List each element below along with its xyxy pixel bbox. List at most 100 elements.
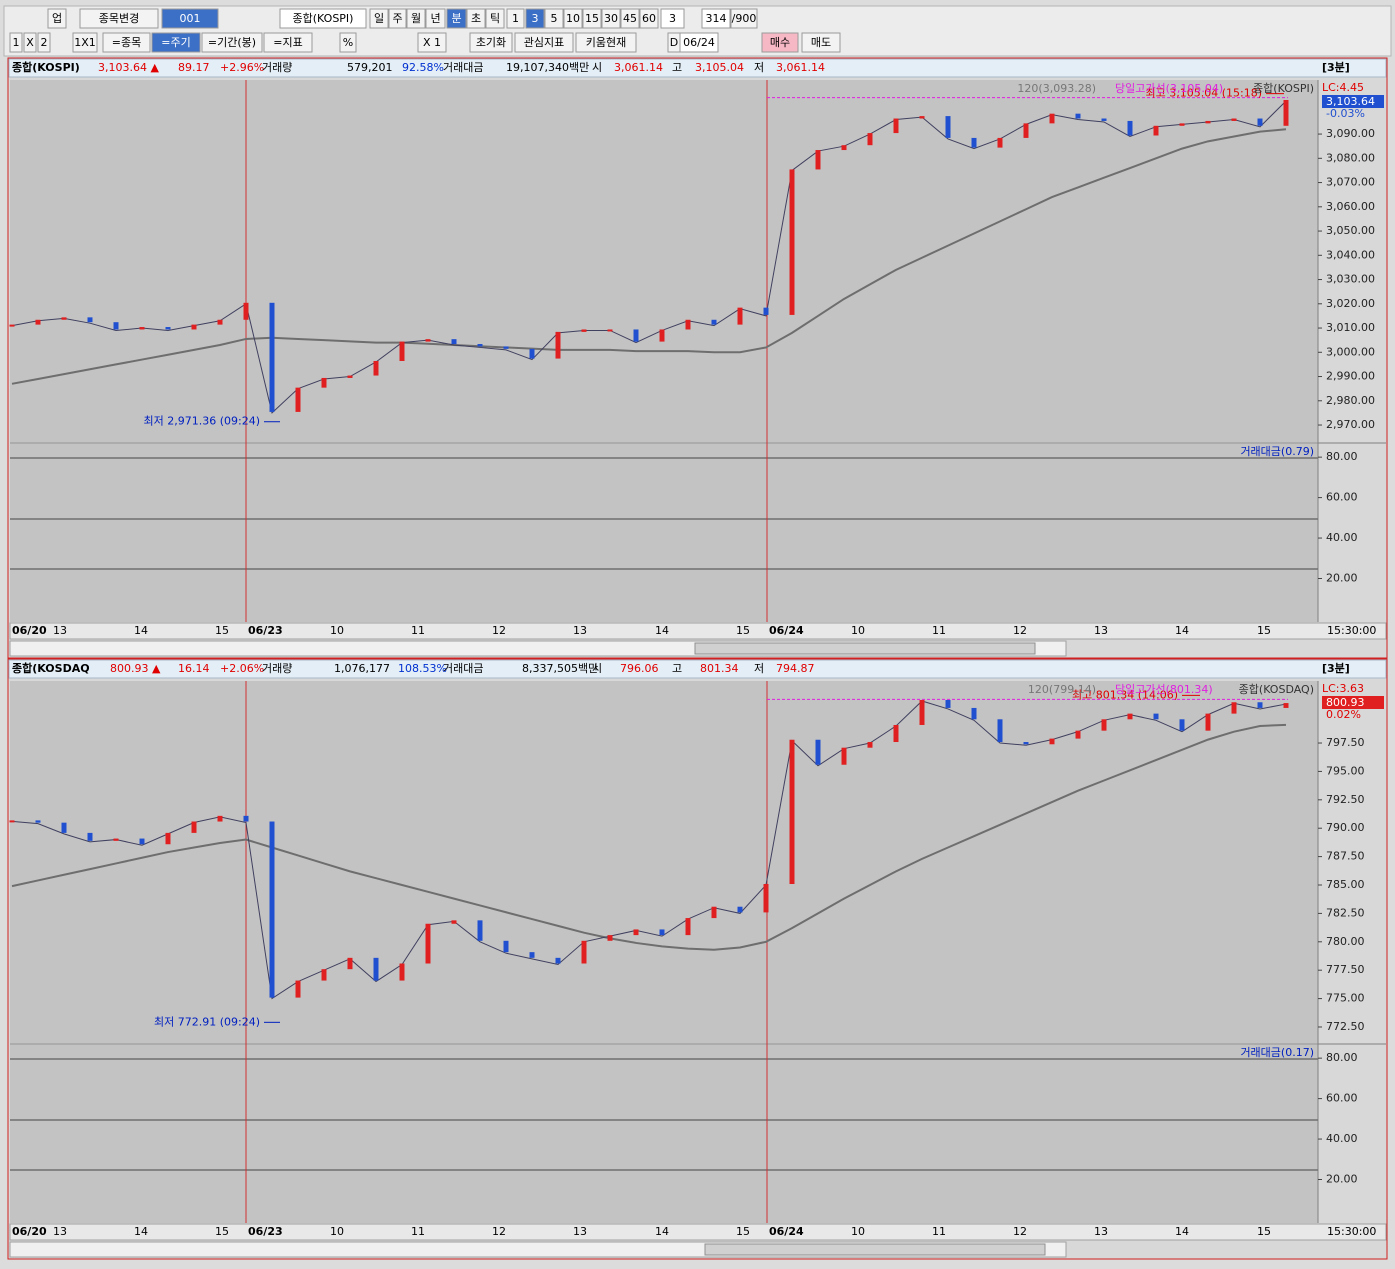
button-label[interactable]: =종목	[112, 36, 141, 49]
button-label[interactable]: 종목변경	[99, 12, 139, 25]
button[interactable]	[801, 32, 841, 53]
candle	[1049, 113, 1055, 124]
button-label[interactable]: 1	[13, 36, 20, 49]
x-tick-label: 14	[134, 1225, 148, 1238]
button[interactable]	[279, 8, 367, 29]
button-label[interactable]: 관심지표	[524, 36, 564, 49]
button[interactable]	[485, 8, 505, 29]
button[interactable]	[263, 32, 313, 53]
button-label[interactable]: 일	[374, 11, 384, 25]
button-label[interactable]: 분	[451, 12, 461, 25]
button[interactable]	[514, 32, 574, 53]
button[interactable]	[525, 8, 545, 29]
header-field: 794.87	[776, 662, 815, 675]
button-label[interactable]: 주	[392, 12, 402, 25]
candle	[633, 329, 639, 342]
button-label[interactable]: =주기	[161, 36, 190, 49]
button[interactable]	[37, 32, 51, 53]
button[interactable]	[506, 8, 525, 29]
button-label[interactable]: 2	[41, 36, 48, 49]
candle	[295, 980, 301, 998]
button-label[interactable]: 314	[706, 12, 727, 25]
button[interactable]	[601, 8, 621, 29]
button[interactable]	[23, 32, 37, 53]
button-label[interactable]: 업	[52, 12, 62, 25]
button[interactable]	[72, 32, 98, 53]
candle	[737, 307, 743, 325]
volume-pane	[10, 1045, 1318, 1223]
price-line	[11, 100, 1287, 414]
button[interactable]	[417, 32, 447, 53]
button-label[interactable]: 001	[180, 12, 201, 25]
button-label[interactable]: 3	[669, 12, 676, 25]
button[interactable]	[446, 8, 467, 29]
button-label[interactable]: 15	[585, 12, 599, 25]
button[interactable]	[761, 32, 799, 53]
button-label[interactable]: 초기화	[476, 36, 506, 49]
button-label[interactable]: X 1	[423, 36, 441, 49]
button[interactable]	[620, 8, 640, 29]
button[interactable]	[201, 32, 263, 53]
candle	[165, 832, 171, 845]
button-label[interactable]: 30	[604, 12, 618, 25]
scroll-thumb[interactable]	[694, 642, 1036, 655]
y-tick-label: 3,020.00	[1326, 297, 1375, 310]
button[interactable]	[79, 8, 159, 29]
button-label[interactable]: /900	[732, 12, 757, 25]
button[interactable]	[151, 32, 201, 53]
header-field: 89.17	[178, 61, 210, 74]
candle	[867, 133, 873, 146]
button-label[interactable]: 키움현재	[586, 36, 626, 49]
scroll-thumb[interactable]	[704, 1243, 1046, 1256]
button[interactable]	[730, 8, 758, 29]
button[interactable]	[701, 8, 731, 29]
button[interactable]	[406, 8, 426, 29]
button-label[interactable]: %	[343, 36, 353, 49]
button[interactable]	[660, 8, 685, 29]
button[interactable]	[563, 8, 583, 29]
button[interactable]	[544, 8, 564, 29]
ma-label: 120(3,093.28)	[1017, 82, 1096, 95]
x-tick-label: 15	[736, 624, 750, 637]
button[interactable]	[9, 32, 23, 53]
button[interactable]	[102, 32, 151, 53]
button-label[interactable]: 매도	[811, 36, 831, 49]
button[interactable]	[369, 8, 389, 29]
button-label[interactable]: D	[670, 36, 678, 49]
candle	[763, 884, 769, 913]
y-tick-label: 3,060.00	[1326, 200, 1375, 213]
button[interactable]	[161, 8, 219, 29]
button-label[interactable]: 년	[430, 12, 440, 25]
candle	[971, 707, 977, 720]
button[interactable]	[388, 8, 407, 29]
button-label[interactable]: 초	[471, 12, 481, 25]
button-label[interactable]: 매수	[770, 36, 790, 49]
button-label[interactable]: 1X1	[74, 36, 96, 49]
button-label[interactable]: 월	[411, 12, 421, 25]
candle	[633, 929, 639, 936]
candle	[1179, 719, 1185, 731]
button[interactable]	[469, 32, 513, 53]
button-label[interactable]: 45	[623, 12, 637, 25]
button-label[interactable]: =지표	[273, 36, 302, 49]
button-label[interactable]: 06/24	[683, 36, 715, 49]
button[interactable]	[339, 32, 357, 53]
candle	[35, 820, 41, 823]
button[interactable]	[47, 8, 67, 29]
button-label[interactable]: 종합(KOSPI)	[293, 12, 354, 25]
button-label[interactable]: 틱	[490, 12, 500, 25]
button[interactable]	[582, 8, 602, 29]
button[interactable]	[466, 8, 486, 29]
button-label[interactable]: =기간(봉)	[208, 36, 256, 49]
candle	[9, 324, 15, 327]
button[interactable]	[639, 8, 659, 29]
button[interactable]	[679, 32, 719, 53]
button-label[interactable]: 5	[551, 12, 558, 25]
button-label[interactable]: 10	[566, 12, 580, 25]
button-label[interactable]: 3	[532, 12, 539, 25]
button-label[interactable]: 60	[642, 12, 656, 25]
button[interactable]	[425, 8, 446, 29]
button-label[interactable]: X	[26, 36, 34, 49]
button[interactable]	[575, 32, 637, 53]
button-label[interactable]: 1	[512, 12, 519, 25]
